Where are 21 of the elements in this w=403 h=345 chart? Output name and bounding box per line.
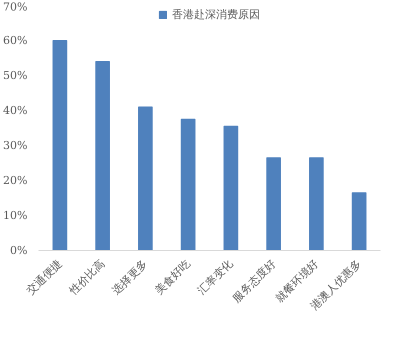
- x-tick-label: 交通便捷: [24, 256, 64, 298]
- x-tick-label: 美食好吃: [152, 256, 193, 298]
- bar: [52, 40, 68, 250]
- y-tick-label: 30%: [3, 139, 28, 152]
- y-tick-label: 40%: [3, 104, 28, 117]
- x-tick-label: 选择更多: [110, 256, 150, 298]
- bar: [266, 157, 281, 250]
- y-tick-label: 10%: [3, 209, 28, 222]
- y-tick-label: 60%: [3, 34, 28, 47]
- x-tick-label: 性价比高: [66, 256, 108, 298]
- y-tick-label: 0%: [10, 244, 28, 257]
- bar: [309, 157, 324, 250]
- bar: [138, 106, 153, 250]
- y-tick-label: 70%: [3, 0, 28, 14]
- bar: [352, 192, 366, 250]
- legend-label: 香港赴深消费原因: [172, 7, 260, 22]
- y-tick-label: 20%: [3, 174, 28, 187]
- bar: [224, 126, 238, 250]
- bar: [180, 118, 196, 250]
- y-tick-label: 50%: [3, 69, 28, 82]
- bar: [95, 61, 110, 250]
